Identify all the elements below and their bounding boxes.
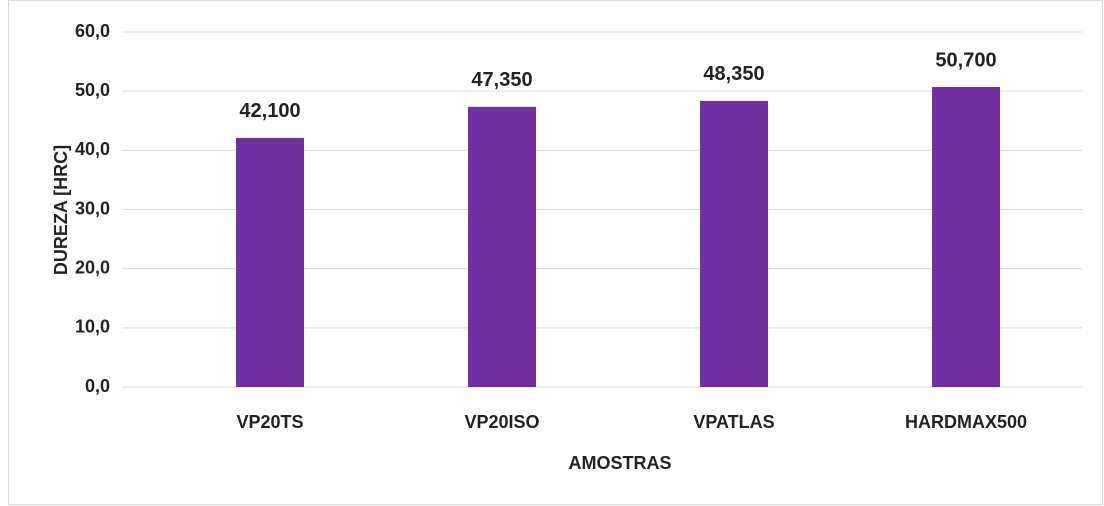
y-tick-label: 20,0 [75, 257, 110, 277]
y-tick-label: 30,0 [75, 198, 110, 218]
x-tick-label: VP20TS [236, 412, 303, 432]
data-label: 50,700 [935, 49, 996, 71]
data-label: 47,350 [471, 69, 532, 91]
y-tick-label: 0,0 [85, 376, 110, 396]
data-label: 48,350 [703, 63, 764, 85]
bar [236, 137, 304, 387]
bar [700, 100, 768, 387]
x-tick-label: VP20ISO [464, 412, 539, 432]
chart-border [8, 0, 1103, 505]
x-tick-label: HARDMAX500 [905, 412, 1027, 432]
data-label: 42,100 [239, 100, 300, 122]
y-axis-title: DUREZA [HRC] [51, 145, 71, 275]
y-tick-label: 40,0 [75, 139, 110, 159]
x-axis-title: AMOSTRAS [569, 453, 672, 473]
x-tick-label: VPATLAS [693, 412, 774, 432]
y-tick-label: 60,0 [75, 21, 110, 41]
bar [468, 106, 536, 388]
y-tick-label: 10,0 [75, 317, 110, 337]
bar [932, 87, 1000, 388]
y-tick-label: 50,0 [75, 80, 110, 100]
